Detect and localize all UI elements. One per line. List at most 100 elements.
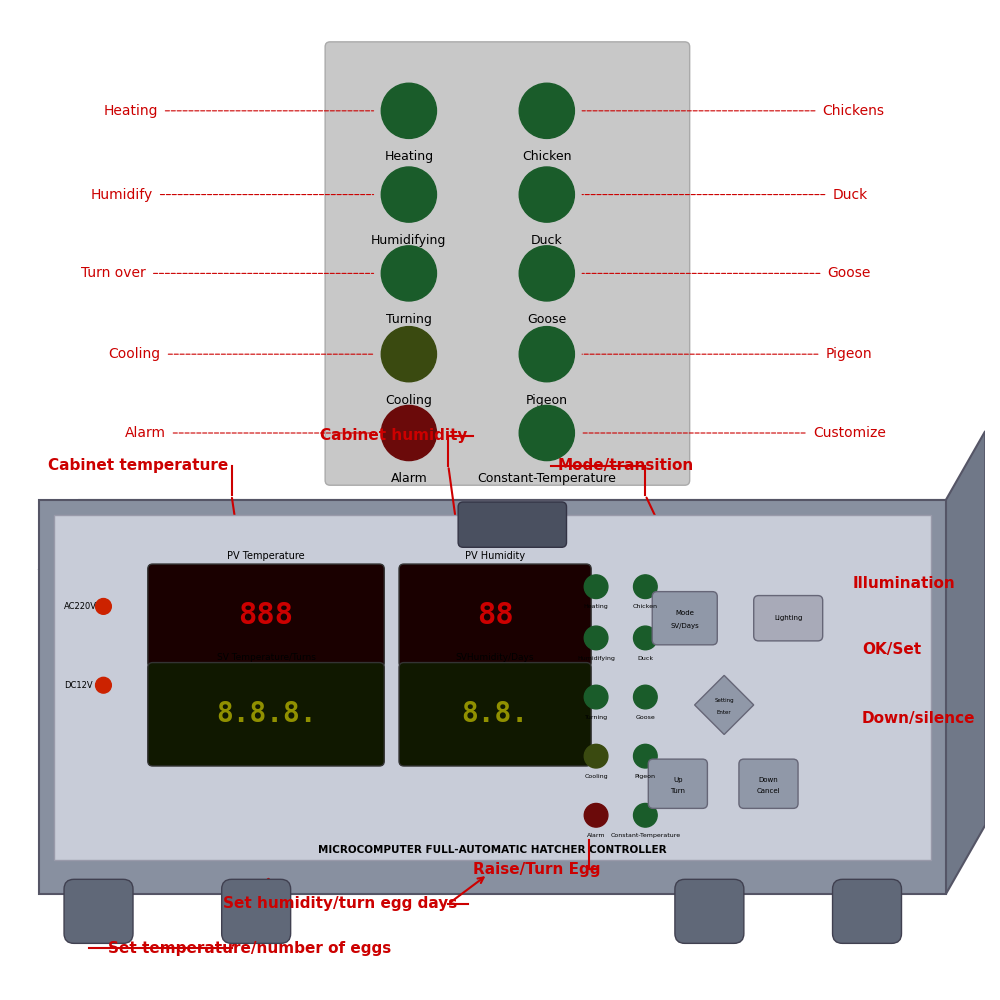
- Text: Heating: Heating: [584, 604, 608, 609]
- Text: Duck: Duck: [531, 234, 563, 247]
- Text: Cabinet temperature: Cabinet temperature: [48, 458, 228, 473]
- Text: Chicken: Chicken: [633, 604, 658, 609]
- FancyBboxPatch shape: [64, 879, 133, 943]
- Text: Turn over: Turn over: [81, 266, 146, 280]
- Text: Goose: Goose: [527, 313, 566, 326]
- Circle shape: [381, 246, 436, 301]
- Text: Humidifying: Humidifying: [371, 234, 447, 247]
- Text: Lighting: Lighting: [774, 615, 802, 621]
- FancyBboxPatch shape: [754, 596, 823, 641]
- Text: Humidify: Humidify: [90, 188, 153, 202]
- FancyBboxPatch shape: [675, 879, 744, 943]
- Circle shape: [381, 83, 436, 138]
- Text: SVHumidity/Days: SVHumidity/Days: [456, 653, 534, 662]
- Circle shape: [519, 167, 574, 222]
- FancyBboxPatch shape: [148, 564, 384, 667]
- Text: Constant-Temperature: Constant-Temperature: [610, 833, 680, 838]
- Text: Turn: Turn: [670, 788, 685, 794]
- Circle shape: [634, 803, 657, 827]
- Text: Cancel: Cancel: [757, 788, 780, 794]
- Text: Raise/Turn Egg: Raise/Turn Egg: [473, 862, 601, 877]
- FancyBboxPatch shape: [458, 502, 567, 547]
- Text: 888: 888: [238, 601, 294, 630]
- Text: PV Temperature: PV Temperature: [227, 551, 305, 561]
- Text: Duck: Duck: [833, 188, 868, 202]
- Text: Down: Down: [759, 777, 778, 783]
- Text: Customize: Customize: [813, 426, 886, 440]
- FancyBboxPatch shape: [652, 592, 717, 645]
- Text: OK/Set: OK/Set: [862, 642, 921, 657]
- Text: Turning: Turning: [585, 715, 608, 720]
- Text: 8.8.8.: 8.8.8.: [216, 700, 316, 728]
- Text: Down/silence: Down/silence: [862, 711, 976, 726]
- FancyBboxPatch shape: [399, 564, 591, 667]
- Circle shape: [634, 744, 657, 768]
- Text: Up: Up: [673, 777, 683, 783]
- Polygon shape: [39, 500, 985, 569]
- Circle shape: [584, 626, 608, 650]
- Circle shape: [584, 744, 608, 768]
- FancyBboxPatch shape: [148, 663, 384, 766]
- FancyBboxPatch shape: [833, 879, 902, 943]
- Text: Mode/transition: Mode/transition: [558, 458, 694, 473]
- Text: Pigeon: Pigeon: [526, 394, 568, 407]
- Text: SV/Days: SV/Days: [670, 623, 699, 629]
- Circle shape: [584, 803, 608, 827]
- FancyBboxPatch shape: [325, 42, 690, 485]
- Text: Heating: Heating: [384, 150, 433, 163]
- Polygon shape: [39, 500, 946, 894]
- Text: Cooling: Cooling: [385, 394, 432, 407]
- Circle shape: [381, 327, 436, 382]
- Circle shape: [96, 677, 111, 693]
- Text: SV Temperature/Turns: SV Temperature/Turns: [217, 653, 315, 662]
- Text: Turning: Turning: [386, 313, 432, 326]
- Text: Alarm: Alarm: [391, 472, 427, 485]
- Text: 88: 88: [477, 601, 513, 630]
- Text: Pigeon: Pigeon: [826, 347, 872, 361]
- Text: AC220V: AC220V: [64, 602, 97, 611]
- Circle shape: [584, 685, 608, 709]
- Circle shape: [519, 246, 574, 301]
- Text: Cooling: Cooling: [584, 774, 608, 779]
- Text: Set humidity/turn egg days: Set humidity/turn egg days: [223, 896, 457, 911]
- Circle shape: [634, 685, 657, 709]
- Circle shape: [519, 83, 574, 138]
- Text: Chickens: Chickens: [823, 104, 885, 118]
- Polygon shape: [946, 431, 985, 894]
- Text: Goose: Goose: [635, 715, 655, 720]
- Circle shape: [584, 575, 608, 599]
- Text: Alarm: Alarm: [587, 833, 605, 838]
- Text: DC12V: DC12V: [64, 681, 93, 690]
- Circle shape: [519, 327, 574, 382]
- Circle shape: [634, 575, 657, 599]
- Text: Cooling: Cooling: [108, 347, 161, 361]
- Circle shape: [519, 405, 574, 461]
- FancyBboxPatch shape: [648, 759, 707, 808]
- Text: Humidifying: Humidifying: [577, 656, 615, 661]
- Text: Cabinet humidity: Cabinet humidity: [320, 428, 468, 443]
- FancyBboxPatch shape: [739, 759, 798, 808]
- Text: Setting: Setting: [714, 698, 734, 703]
- Text: Duck: Duck: [637, 656, 653, 661]
- Text: Alarm: Alarm: [125, 426, 166, 440]
- Text: MICROCOMPUTER FULL-AUTOMATIC HATCHER CONTROLLER: MICROCOMPUTER FULL-AUTOMATIC HATCHER CON…: [318, 845, 667, 855]
- Text: Illumination: Illumination: [852, 576, 955, 591]
- Text: Chicken: Chicken: [522, 150, 572, 163]
- FancyBboxPatch shape: [222, 879, 291, 943]
- Text: 8.8.: 8.8.: [462, 700, 529, 728]
- Polygon shape: [695, 675, 754, 734]
- Circle shape: [381, 405, 436, 461]
- Text: Constant-Temperature: Constant-Temperature: [477, 472, 616, 485]
- Circle shape: [381, 167, 436, 222]
- Text: Set temperature/number of eggs: Set temperature/number of eggs: [108, 941, 392, 956]
- Text: Heating: Heating: [103, 104, 158, 118]
- Polygon shape: [54, 515, 931, 860]
- Text: Mode: Mode: [675, 610, 694, 616]
- Text: Goose: Goose: [828, 266, 871, 280]
- Text: PV Humidity: PV Humidity: [465, 551, 525, 561]
- Circle shape: [96, 599, 111, 614]
- Text: Pigeon: Pigeon: [635, 774, 656, 779]
- Text: Enter: Enter: [717, 710, 731, 715]
- FancyBboxPatch shape: [399, 663, 591, 766]
- Circle shape: [634, 626, 657, 650]
